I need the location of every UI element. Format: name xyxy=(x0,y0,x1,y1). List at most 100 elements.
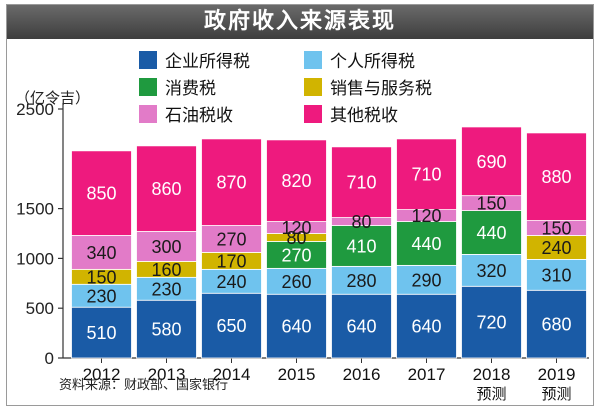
stacked-bar-chart: 0 500 1000 1500 2500 2012 2013 2014 2015 2016 2017… xyxy=(16,100,589,403)
x-category-label: 2019 xyxy=(538,365,576,384)
legend-label: 消费税 xyxy=(165,79,216,99)
y-tick-label: 1000 xyxy=(16,249,54,268)
bar-value-label: 120 xyxy=(411,206,441,226)
bar-segment xyxy=(526,258,587,291)
bar-value-label: 80 xyxy=(351,212,371,232)
bar-value-label: 260 xyxy=(281,272,311,292)
bar-value-label: 240 xyxy=(216,272,246,292)
bar-value-label: 170 xyxy=(216,251,246,271)
legend-label: 销售与服务税 xyxy=(330,79,432,99)
bar-segment xyxy=(331,146,392,218)
x-category-label: 2013 xyxy=(148,365,186,384)
y-axis-unit-label: （亿令吉） xyxy=(15,89,91,107)
bar-value-label: 320 xyxy=(476,261,506,281)
x-category-label: 2018 xyxy=(473,365,511,384)
bar-value-label: 230 xyxy=(151,279,181,299)
bar-segment xyxy=(201,138,262,226)
bar-segment xyxy=(396,138,457,210)
x-category-label: 2017 xyxy=(408,365,446,384)
bar-value-label: 150 xyxy=(86,267,116,287)
x-category-sublabel: 预测 xyxy=(476,385,506,403)
bar-segment xyxy=(201,292,262,359)
bar-value-label: 80 xyxy=(286,228,306,248)
bar-segment xyxy=(266,139,327,222)
legend-swatch xyxy=(304,104,322,123)
legend-swatch xyxy=(139,104,157,123)
bar-segment xyxy=(526,289,587,359)
bar-segment xyxy=(461,126,522,197)
bar-segment xyxy=(266,293,327,359)
bar-value-label: 150 xyxy=(476,194,506,214)
legend-label: 其他税收 xyxy=(330,106,398,126)
legend-item-other-tax: 其他税收 xyxy=(304,101,398,126)
chart-frame: 政府收入来源表现 企业所得税 个人所得税 消费税 销售与服务税 石油税收 其他税… xyxy=(6,4,594,406)
legend-swatch xyxy=(139,77,157,96)
bar-value-label: 710 xyxy=(346,173,376,193)
bar-segment xyxy=(266,241,327,269)
bar-value-label: 720 xyxy=(476,313,506,333)
bar-segment xyxy=(201,225,262,253)
bar-value-label: 640 xyxy=(281,317,311,337)
bar-value-label: 440 xyxy=(411,234,441,254)
bar-segment xyxy=(396,264,457,295)
bar-value-label: 510 xyxy=(86,323,116,343)
bar-segment xyxy=(136,299,197,359)
bar-value-label: 270 xyxy=(216,229,246,249)
legend-label: 石油税收 xyxy=(165,106,233,126)
bar-value-label: 410 xyxy=(346,236,376,256)
bar-value-label: 310 xyxy=(541,265,571,285)
bar-value-label: 580 xyxy=(151,320,181,340)
legend-item-sales-service-tax: 销售与服务税 xyxy=(304,74,432,99)
legend-item-personal-tax: 个人所得税 xyxy=(304,47,415,72)
x-category-sublabel: 预测 xyxy=(541,385,571,403)
y-tick-label: 2500 xyxy=(16,100,54,119)
bar-value-label: 300 xyxy=(151,237,181,257)
legend-swatch xyxy=(139,50,157,69)
bar-value-label: 850 xyxy=(86,184,116,204)
bar-value-label: 340 xyxy=(86,243,116,263)
bar-segment xyxy=(396,293,457,359)
bar-value-label: 120 xyxy=(281,218,311,238)
bar-value-label: 290 xyxy=(411,270,441,290)
bar-value-label: 640 xyxy=(346,317,376,337)
bar-segment xyxy=(461,210,522,255)
bar-segment xyxy=(331,265,392,295)
bar-value-label: 880 xyxy=(541,167,571,187)
legend-swatch xyxy=(304,77,322,96)
bar-value-label: 150 xyxy=(541,219,571,239)
bar-value-label: 650 xyxy=(216,316,246,336)
legend-label: 个人所得税 xyxy=(330,52,415,72)
legend-item-consumption-tax: 消费税 xyxy=(139,74,216,99)
bar-value-label: 820 xyxy=(281,171,311,191)
x-category-label: 2016 xyxy=(343,365,381,384)
bar-segment xyxy=(136,231,197,262)
bar-value-label: 680 xyxy=(541,315,571,335)
bar-segment xyxy=(71,235,132,270)
bar-value-label: 860 xyxy=(151,179,181,199)
bars-layer xyxy=(71,126,587,359)
labels-layer: 5102301503408505802301603008606502401702… xyxy=(86,152,571,343)
chart-title: 政府收入来源表现 xyxy=(7,5,593,39)
bar-value-label: 160 xyxy=(151,260,181,280)
legend-item-corporate-tax: 企业所得税 xyxy=(139,47,250,72)
legend-swatch xyxy=(304,50,322,69)
x-category-label: 2012 xyxy=(83,365,121,384)
bar-value-label: 270 xyxy=(281,245,311,265)
bar-value-label: 230 xyxy=(86,286,116,306)
bar-segment xyxy=(136,145,197,232)
y-tick-label: 1500 xyxy=(16,200,54,219)
bar-value-label: 280 xyxy=(346,271,376,291)
legend-item-petroleum-tax: 石油税收 xyxy=(139,101,233,126)
bar-segment xyxy=(526,132,587,221)
x-category-label: 2015 xyxy=(278,365,316,384)
bar-value-label: 870 xyxy=(216,173,246,193)
legend-label: 企业所得税 xyxy=(165,52,250,72)
y-tick-label: 0 xyxy=(45,349,54,368)
bar-segment xyxy=(71,150,132,236)
y-tick-label: 500 xyxy=(26,299,54,318)
bar-value-label: 710 xyxy=(411,165,441,185)
bar-value-label: 640 xyxy=(411,317,441,337)
source-note: 资料来源：财政部、国家银行 xyxy=(59,378,229,393)
x-category-label: 2014 xyxy=(213,365,251,384)
bar-value-label: 690 xyxy=(476,152,506,172)
